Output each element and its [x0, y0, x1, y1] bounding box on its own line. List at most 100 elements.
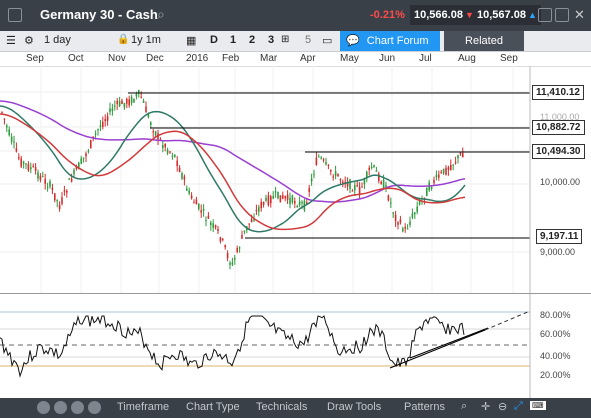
layout-icon[interactable]: ⊞ [281, 34, 290, 45]
candle-body [140, 96, 142, 98]
price-chart[interactable] [0, 66, 591, 294]
block-icon[interactable] [54, 401, 67, 414]
month-label: May [340, 53, 359, 64]
candle-body [178, 167, 181, 172]
candle-body [382, 179, 385, 189]
candle-body [126, 98, 128, 104]
candle-body [438, 174, 440, 178]
candle-body [253, 218, 255, 221]
candle-body [301, 201, 303, 204]
candle-body [313, 173, 315, 175]
candle-body [310, 178, 313, 182]
candle-body [111, 108, 114, 111]
candle-body [414, 212, 416, 215]
view-button-2[interactable]: 2 [249, 34, 256, 46]
eye-icon[interactable] [88, 401, 101, 414]
month-label: Sep [26, 53, 44, 64]
price-label-10882[interactable]: 10,882.72 [532, 120, 585, 135]
price-label-10494[interactable]: 10,494.30 [532, 144, 585, 159]
rsi-tick-60: 60.00% [540, 329, 571, 339]
price-label-9197[interactable]: 9,197.11 [536, 229, 583, 244]
menu-icon[interactable] [8, 8, 22, 22]
candle-body [387, 195, 390, 201]
candle-body [39, 175, 42, 180]
month-label: 2016 [186, 53, 209, 64]
candle-body [145, 106, 147, 113]
candle-body [394, 214, 397, 222]
lock-icon[interactable]: 🔒 [117, 34, 130, 45]
nav-chart-type[interactable]: Chart Type [186, 401, 240, 413]
candle-body [250, 219, 253, 223]
candle-body [241, 235, 243, 239]
candle-body [291, 195, 294, 203]
rsi-chart[interactable] [0, 294, 591, 398]
rsi-trendline[interactable] [389, 329, 486, 369]
candle-body [66, 190, 68, 193]
keyboard-icon[interactable]: ⌨ [530, 401, 546, 410]
price-label-11410[interactable]: 11,410.12 [532, 85, 584, 100]
search-icon[interactable]: ⌕ [157, 6, 165, 22]
buy-price-box[interactable]: 10,567.08 ▲ [473, 5, 541, 25]
candle-body [351, 190, 354, 192]
refresh-icon[interactable] [37, 401, 50, 414]
chart-forum-tab[interactable]: 💬 Chart Forum [340, 31, 440, 51]
candle-body [186, 188, 188, 191]
list-icon[interactable]: ☰ [6, 35, 16, 47]
candle-body [447, 167, 450, 170]
candle-body [130, 96, 133, 104]
rsi-trendline[interactable] [409, 327, 489, 359]
view-button-3[interactable]: 3 [268, 34, 275, 46]
candle-body [152, 131, 154, 133]
candle-body [219, 237, 222, 242]
crosshair-icon[interactable]: ✛ [481, 401, 491, 413]
candle-body [75, 165, 78, 169]
candle-body [337, 173, 339, 177]
candle-body [174, 154, 176, 157]
candle-body [202, 209, 205, 211]
minimize-icon[interactable] [538, 8, 552, 22]
candle-body [279, 195, 282, 203]
view-button-d[interactable]: D [210, 34, 218, 46]
close-icon[interactable]: ✕ [574, 7, 585, 22]
view-button-1[interactable]: 1 [230, 34, 237, 46]
candle-body [226, 253, 229, 259]
title-bar: Germany 30 - Cash ⌕ -0.21% 10,566.08 ▼ 10… [0, 0, 591, 31]
candle-body [22, 161, 25, 164]
nav-draw-tools[interactable]: Draw Tools [327, 401, 382, 413]
zoom-out-icon[interactable]: ⊖ [498, 401, 508, 413]
expand-icon[interactable]: ⤢ [514, 400, 523, 412]
interval-select[interactable]: 1 day [44, 34, 71, 46]
sell-price-box[interactable]: 10,566.08 ▼ [410, 5, 476, 25]
moving-average-fast [0, 113, 466, 231]
range-select[interactable]: 1y 1m [131, 34, 161, 46]
candle-body [224, 245, 226, 248]
related-tab[interactable]: Related [444, 31, 524, 51]
gear-icon[interactable]: ⚙ [24, 35, 34, 47]
candle-body [159, 139, 162, 141]
candle-body [10, 136, 13, 142]
candle-body [375, 170, 378, 172]
candle-body [349, 179, 351, 190]
popout-icon[interactable] [555, 8, 569, 22]
nav-timeframe[interactable]: Timeframe [117, 401, 170, 413]
candle-body [238, 247, 241, 249]
candle-body [234, 257, 236, 260]
zoom-icon[interactable]: ⌕ [461, 400, 468, 412]
candle-body [8, 129, 10, 136]
candle-body [270, 196, 272, 204]
moving-average-slow [0, 100, 466, 203]
candle-body [51, 187, 54, 190]
candle-body [366, 171, 368, 179]
pencil-icon[interactable] [71, 401, 84, 414]
candle-body [397, 222, 399, 225]
nav-technicals[interactable]: Technicals [256, 401, 308, 413]
month-label: Apr [300, 53, 316, 64]
candle-body [135, 94, 138, 97]
view-button-5[interactable]: 5 [305, 34, 312, 46]
nav-patterns[interactable]: Patterns [404, 401, 445, 413]
candle-body [82, 157, 85, 159]
candle-body [58, 204, 61, 209]
calendar-icon[interactable]: ▦ [186, 35, 197, 47]
candle-body [392, 212, 394, 214]
split-icon[interactable]: ▭ [322, 35, 333, 47]
